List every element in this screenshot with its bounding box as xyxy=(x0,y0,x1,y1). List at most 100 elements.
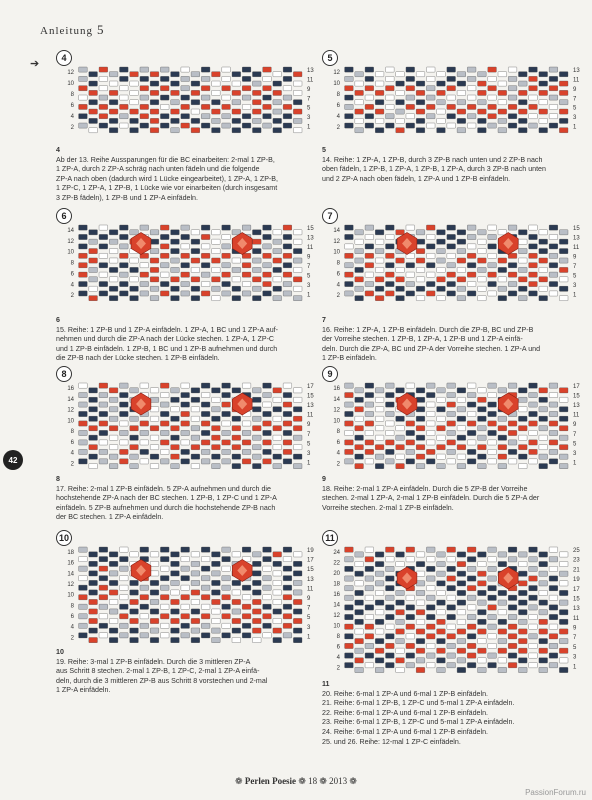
bead xyxy=(119,382,129,389)
bead xyxy=(477,406,487,413)
bead xyxy=(416,463,425,469)
bead xyxy=(139,613,149,620)
bead xyxy=(364,633,374,640)
bead xyxy=(344,104,354,110)
bead xyxy=(242,439,252,446)
bead xyxy=(467,575,477,582)
bead xyxy=(456,267,466,273)
bead xyxy=(364,234,374,240)
bead xyxy=(385,633,395,640)
bead xyxy=(231,444,241,450)
bead xyxy=(385,234,395,240)
bead xyxy=(170,229,180,236)
bead xyxy=(375,434,385,441)
bead xyxy=(129,589,139,596)
bead xyxy=(88,80,98,87)
bead xyxy=(88,561,98,567)
row-label-right: 21 xyxy=(573,567,580,573)
bead xyxy=(78,594,88,601)
bead xyxy=(538,238,548,245)
bead xyxy=(395,551,405,558)
bead xyxy=(436,609,446,616)
bead xyxy=(272,608,282,615)
bead xyxy=(518,118,528,124)
bead xyxy=(150,267,159,273)
bead xyxy=(242,253,252,259)
bead xyxy=(344,262,354,268)
bead xyxy=(395,647,405,654)
bead xyxy=(446,122,456,129)
bead xyxy=(109,387,119,394)
page-number: 42 xyxy=(3,450,23,470)
bead xyxy=(242,449,252,455)
bead xyxy=(180,575,190,581)
bead xyxy=(170,589,180,596)
bead xyxy=(98,584,108,591)
row-label-right: 15 xyxy=(573,394,580,400)
row-label-right: 13 xyxy=(307,68,314,74)
bead xyxy=(78,575,88,581)
bead xyxy=(231,229,241,236)
bead xyxy=(446,113,456,119)
bead xyxy=(252,618,262,624)
bead xyxy=(426,392,436,398)
row-label-right: 1 xyxy=(307,125,311,131)
bead xyxy=(364,449,374,455)
bead xyxy=(252,627,262,634)
bead xyxy=(364,401,374,408)
bead xyxy=(88,267,98,273)
bead xyxy=(190,551,200,558)
bead xyxy=(282,594,292,601)
bead xyxy=(559,276,569,283)
bead xyxy=(252,434,262,441)
bead xyxy=(109,71,119,77)
row-label-left: 4 xyxy=(71,114,75,120)
bead xyxy=(559,229,569,236)
bead xyxy=(487,556,497,563)
bead xyxy=(508,253,518,259)
bead xyxy=(221,584,231,591)
bead xyxy=(487,652,497,659)
bead xyxy=(344,281,354,287)
bead xyxy=(518,267,528,273)
bead xyxy=(416,397,425,403)
bead xyxy=(477,257,487,264)
bead xyxy=(190,561,200,567)
bead xyxy=(272,589,282,596)
bead xyxy=(354,619,364,625)
bead xyxy=(252,397,262,403)
bead xyxy=(252,637,262,643)
bead xyxy=(190,589,200,596)
bead xyxy=(518,561,528,567)
bead xyxy=(497,229,507,236)
bead xyxy=(78,281,88,287)
bead xyxy=(160,382,170,389)
bead xyxy=(436,295,446,301)
bead xyxy=(375,80,385,87)
bead xyxy=(497,551,507,558)
bead xyxy=(436,90,446,96)
bead xyxy=(78,113,88,119)
bead xyxy=(242,382,252,389)
bead xyxy=(548,458,558,465)
bead xyxy=(416,425,425,432)
bead xyxy=(385,401,395,408)
bead xyxy=(354,295,364,301)
bead xyxy=(467,420,477,427)
bead xyxy=(426,614,436,620)
bead xyxy=(375,286,385,292)
bead xyxy=(180,449,190,455)
bead xyxy=(405,104,415,110)
bead xyxy=(354,580,364,587)
bead xyxy=(160,271,170,278)
row-label-left: 18 xyxy=(333,582,340,588)
step-description: 9 18. Reihe: 2-mal 1 ZP-A einfädeln. Durc… xyxy=(322,475,581,513)
bead xyxy=(497,108,507,115)
bead xyxy=(518,619,528,625)
bead xyxy=(354,406,364,413)
bead xyxy=(231,425,241,432)
bead xyxy=(467,290,477,297)
bead xyxy=(180,113,190,119)
bead xyxy=(211,295,221,301)
